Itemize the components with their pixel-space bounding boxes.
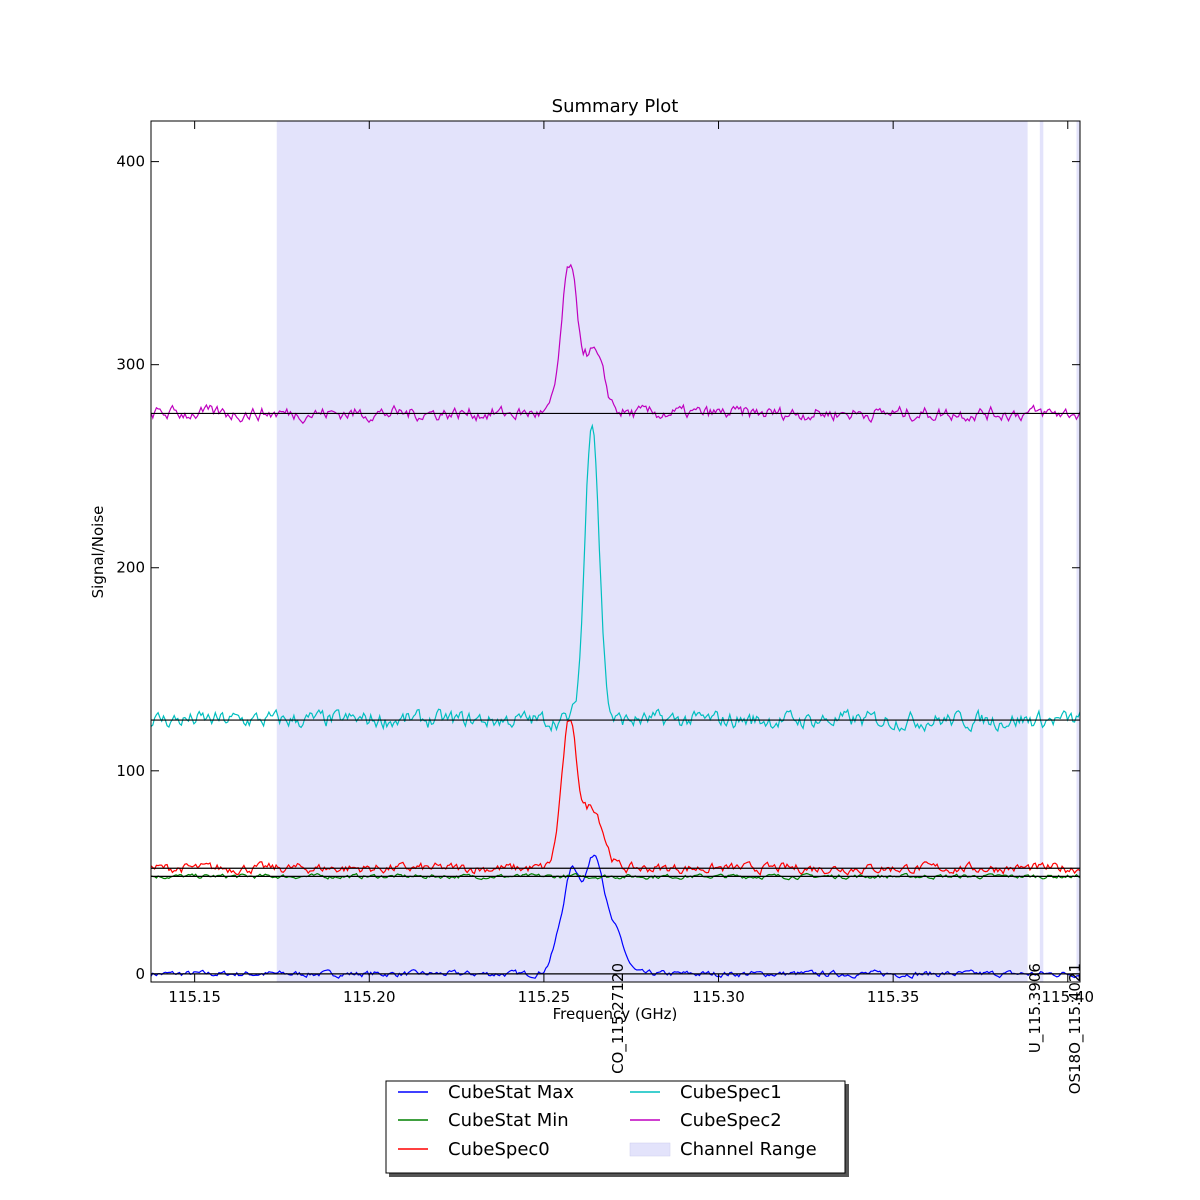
- y-tick-label-3: 300: [116, 356, 145, 374]
- baseline-lines: [151, 412, 1080, 975]
- series-line-0: [150, 854, 1081, 980]
- legend-box: [385, 1080, 846, 1174]
- x-tick-label-2: 115.25: [518, 988, 571, 1006]
- x-axis-label: Frequency (GHz): [553, 1005, 678, 1023]
- x-tick-label-5: 115.40: [1042, 988, 1095, 1006]
- line-marker-label-0: CO_115.27120: [609, 963, 628, 1074]
- legend-label-4: CubeSpec2: [680, 1110, 782, 1131]
- legend-label-1: CubeStat Min: [448, 1110, 569, 1131]
- x-tick-label-0: 115.15: [168, 988, 221, 1006]
- plot-frame: [150, 120, 1081, 983]
- legend-label-2: CubeSpec0: [448, 1139, 550, 1160]
- legend-swatch-5: [629, 1142, 671, 1157]
- legend: CubeStat Max CubeStat Min CubeSpec0 CubeSpe…: [385, 1080, 849, 1177]
- x-tick-label-1: 115.20: [343, 988, 396, 1006]
- channel-range-band-2: [1076, 121, 1080, 982]
- legend-label-0: CubeStat Max: [448, 1082, 574, 1103]
- series-line-2: [150, 719, 1081, 876]
- legend-label-5: Channel Range: [680, 1139, 817, 1160]
- y-tick-label-4: 400: [116, 153, 145, 171]
- series-line-3: [150, 423, 1081, 733]
- channel-range-band-0: [276, 121, 1028, 982]
- x-tick-label-3: 115.30: [692, 988, 745, 1006]
- series-line-4: [150, 263, 1081, 425]
- y-tick-label-0: 0: [135, 965, 145, 983]
- y-tick-label-1: 100: [116, 762, 145, 780]
- y-axis-label: Signal/Noise: [89, 506, 107, 599]
- x-axis-ticks: 115.15 115.20 115.25 115.30 115.35 115.40: [168, 121, 1094, 1006]
- line-marker-label-2: OS18O_115.4021: [1066, 963, 1085, 1094]
- line-marker-label-1: U_115.3906: [1026, 963, 1045, 1053]
- line-marker-labels: CO_115.27120 U_115.3906 OS18O_115.4021: [609, 963, 1085, 1094]
- channel-range-band-1: [1039, 121, 1044, 982]
- y-tick-label-2: 200: [116, 559, 145, 577]
- x-tick-label-4: 115.35: [867, 988, 920, 1006]
- y-axis-ticks: 0 100 200 300 400: [116, 153, 1080, 983]
- legend-label-3: CubeSpec1: [680, 1082, 782, 1103]
- channel-range-bands: [276, 121, 1080, 982]
- chart-title: Summary Plot: [552, 96, 679, 117]
